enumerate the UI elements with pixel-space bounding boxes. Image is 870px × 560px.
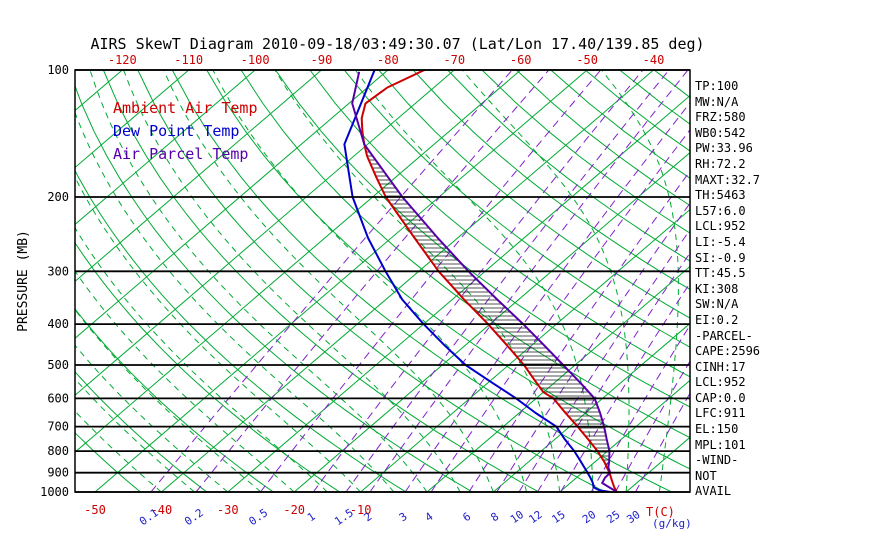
pressure-tick-label: 200 [47,190,69,204]
pressure-tick-label: 600 [47,391,69,405]
pressure-tick-label: 100 [47,63,69,77]
bottom-temp-tick-label: -20 [283,503,305,517]
stat-line: TT:45.5 [695,266,746,281]
pressure-tick-label: 400 [47,317,69,331]
cape-hatch [365,147,610,469]
mixing-ratio-tick-label: 12 [526,508,544,526]
parcel-temp-curve [351,71,618,492]
legend-ambient-air-temp: Ambient Air Temp [113,99,258,117]
mixing-ratio-tick-label: 20 [580,508,598,526]
stat-line: WB0:542 [695,125,746,140]
pressure-tick-label: 1000 [40,485,69,499]
mixing-ratio-tick-label: 8 [488,510,501,524]
pressure-tick-label: 500 [47,358,69,372]
stat-line: NOT [695,468,717,483]
mixing-ratio-tick-label: 6 [460,510,473,524]
stat-line: LFC:911 [695,406,746,421]
mixing-ratio-tick-label: 1 [305,510,318,524]
mixing-ratio-tick-label: 15 [549,508,567,526]
dew-temp-curve [343,70,611,492]
stat-line: LCL:952 [695,219,746,234]
stat-line: FRZ:580 [695,110,746,125]
stat-line: PW:33.96 [695,141,753,156]
stat-line: SI:-0.9 [695,250,746,265]
mixing-ratio-grid [150,70,690,492]
pressure-tick-label: 800 [47,444,69,458]
stat-line: EL:150 [695,422,739,437]
mixing-ratio-tick-label: 2 [362,510,375,524]
stat-line: TP:100 [695,79,739,93]
top-temp-tick-label: -90 [311,53,333,67]
top-temp-tick-label: -70 [443,53,465,67]
bottom-temp-tick-label: -50 [84,503,106,517]
mixing-ratio-tick-label: 30 [624,508,642,526]
stat-line: KI:308 [695,281,739,296]
stat-line: EI:0.2 [695,312,739,327]
bottom-temp-tick-label: -10 [350,503,372,517]
stat-line: LCL:952 [695,375,746,390]
chart-title: AIRS SkewT Diagram 2010-09-18/03:49:30.0… [90,35,705,53]
stat-line: MW:N/A [695,94,739,109]
stat-line: SW:N/A [695,297,739,312]
axis-labels: -120 -110 -100 -90 -80 -70 -60 -50 -40 -50 -40 -30 -… [16,53,692,530]
top-temp-tick-label: -40 [643,53,665,67]
dry-adiabat-grid [75,70,690,492]
stat-line: L57:6.0 [695,203,746,218]
temp-unit-label: T(C) [646,505,675,519]
mixing-ratio-tick-label: 25 [604,508,622,526]
sounding-indices-panel: TP:100 MW:N/A FRZ:580 WB0:542 PW:33.96 RH:72.… [695,79,760,500]
stat-line: RH:72.2 [695,156,746,171]
chart-legend: Ambient Air Temp Dew Point Temp Air Parc… [113,97,258,166]
mixing-ratio-tick-label: 0.2 [182,506,206,528]
plot-border [74,69,691,493]
top-temp-tick-label: -110 [174,53,203,67]
top-temp-tick-label: -80 [377,53,399,67]
mixing-ratio-tick-label: 0.5 [247,506,271,528]
ambient-temp-curve [360,70,618,492]
mixing-ratio-tick-label: 3 [397,510,410,524]
stat-line: CINH:17 [695,359,746,374]
stat-line: TH:5463 [695,188,746,203]
stat-line: MPL:101 [695,437,746,452]
pressure-tick-label: 300 [47,264,69,278]
stat-line: AVAIL [695,484,732,499]
legend-dew-point-temp: Dew Point Temp [113,122,240,140]
pressure-axis-title: PRESSURE (MB) [16,230,31,332]
top-temp-tick-label: -100 [241,53,270,67]
legend-air-parcel-temp: Air Parcel Temp [113,145,249,163]
top-temp-tick-label: -60 [510,53,532,67]
stat-line: LI:-5.4 [695,234,746,249]
mixing-ratio-tick-label: 4 [423,510,436,525]
bottom-temp-tick-label: -40 [151,503,173,517]
pressure-tick-label: 900 [47,466,69,480]
mixing-ratio-tick-label: 10 [508,508,526,526]
mixing-ratio-unit-label: (g/kg) [652,517,692,530]
stat-line: CAPE:2596 [695,344,761,359]
top-temp-tick-label: -50 [576,53,598,67]
stat-line: MAXT:32.7 [695,172,761,187]
plot-area [75,70,690,492]
stat-line: CAP:0.0 [695,390,746,405]
pressure-tick-label: 700 [47,420,69,434]
top-temp-tick-label: -120 [108,53,137,67]
stat-line: -WIND- [695,453,739,468]
stat-line: -PARCEL- [695,328,753,343]
bottom-temp-tick-label: -30 [217,503,239,517]
